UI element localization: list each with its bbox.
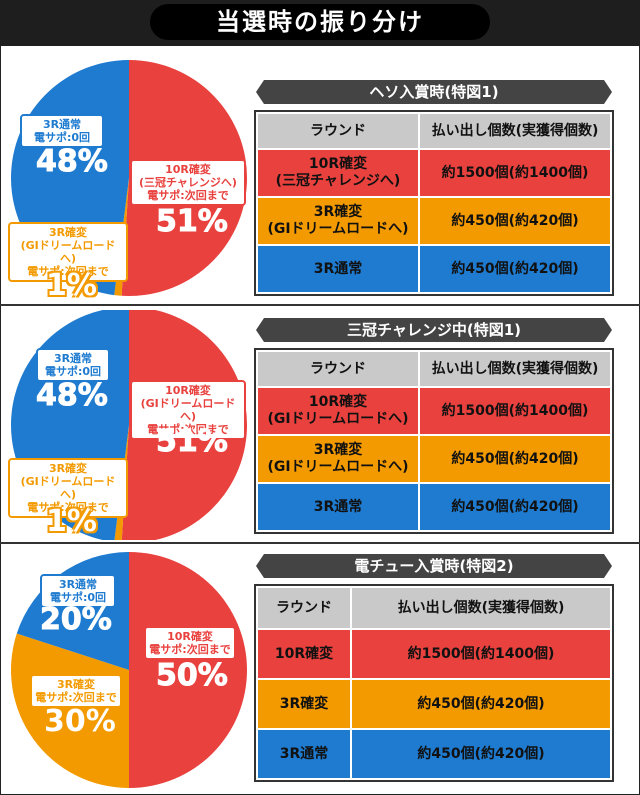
table-cell-payout: 約450個(約420個) [418,196,612,246]
payout-table: ラウンド 払い出し個数(実獲得個数) 10R確変 (三冠チャレンジへ) 約1500… [254,110,614,296]
pie-pct-red: 51% [156,204,229,240]
pie-label-line: 3R確変 [48,462,88,475]
pie-label-blue: 3R通常 電サポ:0回 [40,574,116,608]
table-cell-round: 3R確変 (GIドリームロードへ) [256,434,420,484]
pie-label-blue: 3R通常 電サポ:0回 [36,348,110,382]
pie-label-red: 10R確変 電サポ:次回まで [144,626,236,660]
table-cell-payout: 約1500個(約1400個) [418,148,612,198]
payout-table: ラウンド 払い出し個数(実獲得個数) 10R確変 (GIドリームロードへ) 約15… [254,348,614,534]
section-denchu: 3R通常 電サポ:0回 20% 10R確変 電サポ:次回まで 50% 3R確変 … [0,544,640,794]
table-cell-round: 3R確変 [256,678,352,730]
table-header: ラウンド [256,586,352,630]
pie-pct-orange: 1% [46,504,97,539]
round-line: 3R確変 [313,442,363,458]
pie-label-red: 10R確変 (三冠チャレンジへ) 電サポ:次回まで [130,159,246,206]
pie-pct-blue: 20% [40,602,113,638]
section-banner: 三冠チャレンジ中(特図1) [256,318,612,342]
table-row: 10R確変 (GIドリームロードへ) 約1500個(約1400個) [256,386,612,436]
pie-label-line: 電サポ:次回まで [147,189,229,202]
pie-slice-orange [10,633,130,788]
table-row: 3R通常 約450個(約420個) [256,728,612,780]
section-banner: 電チュー入賞時(特図2) [256,554,612,578]
table-cell-round: 10R確変 [256,628,352,680]
pie-chart [10,552,247,788]
section-banner: ヘソ入賞時(特図1) [256,80,612,104]
pie-label-line: 電サポ:0回 [49,591,107,604]
pie-label-line: 3R通常 [42,118,82,131]
pie-pct-blue: 48% [36,144,109,180]
table-cell-round: 10R確変 (三冠チャレンジへ) [256,148,420,198]
pie-label-line: 3R通常 [58,578,98,591]
table-cell-round: 3R通常 [256,482,420,532]
table-cell-round: 3R通常 [256,244,420,294]
table-cell-payout: 約450個(約420個) [418,244,612,294]
pie-slice-red [129,552,247,788]
pie-label-line: 電サポ:0回 [33,131,91,144]
payout-table: ラウンド 払い出し個数(実獲得個数) 10R確変 約1500個(約1400個) … [254,584,614,782]
round-line: (GIドリームロードへ) [267,459,409,475]
pie-pct-red: 51% [156,424,229,460]
pie-label-line: 3R通常 [53,352,93,365]
pie-label-orange: 3R確変 (GIドリームロードへ) 電サポ:次回まで [8,458,128,518]
pie-label-line: 電サポ:0回 [44,365,102,378]
table-row: 3R確変 (GIドリームロードへ) 約450個(約420個) [256,196,612,246]
divider [0,304,640,306]
round-line: (GIドリームロードへ) [267,221,409,237]
pie-label-line: 電サポ:次回まで [27,501,109,514]
pie-label-line: 3R確変 [48,226,88,239]
pie-label-line: 3R確変 [56,678,96,691]
pie-label-red: 10R確変 (GIドリームロードへ) 電サポ:次回まで [130,380,246,440]
pie-label-line: 電サポ:次回まで [147,423,229,436]
pie-pct-orange: 1% [46,268,97,303]
table-header: 払い出し個数(実獲得個数) [350,586,612,630]
table-cell-round: 10R確変 (GIドリームロードへ) [256,386,420,436]
table-cell-round: 3R通常 [256,728,352,780]
table-header: ラウンド [256,112,420,150]
table-header: ラウンド [256,350,420,388]
pie-label-line: (三冠チャレンジへ) [139,176,237,189]
table-header: 払い出し個数(実獲得個数) [418,112,612,150]
table-row: 3R通常 約450個(約420個) [256,482,612,532]
table-cell-payout: 約450個(約420個) [418,434,612,484]
pie-label-line: (GIドリームロードへ) [20,239,116,265]
pie-label-orange: 3R確変 (GIドリームロードへ) 電サポ:次回まで [8,222,128,282]
pie-pct-red: 50% [156,658,229,694]
pie-label-line: 10R確変 [165,384,211,397]
table-cell-payout: 約1500個(約1400個) [418,386,612,436]
pie-pct-orange: 30% [44,704,116,739]
round-line: (三冠チャレンジへ) [275,173,401,189]
round-line: 10R確変 [308,156,368,172]
pie-label-line: (GIドリームロードへ) [20,475,116,501]
round-line: 3R確変 [313,204,363,220]
pie-label-line: (GIドリームロードへ) [140,397,236,423]
table-row: 3R確変 約450個(約420個) [256,678,612,730]
table-row: 3R確変 (GIドリームロードへ) 約450個(約420個) [256,434,612,484]
table-row: 3R通常 約450個(約420個) [256,244,612,294]
divider [0,542,640,544]
pie-label-line: 電サポ:次回まで [35,691,117,704]
round-line: 10R確変 [308,394,368,410]
round-line: (GIドリームロードへ) [267,411,409,427]
pie-label-line: 電サポ:次回まで [27,265,109,278]
pie-label-line: 10R確変 [165,163,211,176]
pie-label-orange: 3R確変 電サポ:次回まで [30,674,122,708]
table-cell-payout: 約450個(約420個) [350,728,612,780]
section-sankan: 3R通常 電サポ:0回 48% 10R確変 (GIドリームロードへ) 電サポ:次… [0,306,640,542]
pie-pct-blue: 48% [36,378,109,414]
pie-label-line: 電サポ:次回まで [149,643,231,656]
table-row: 10R確変 (三冠チャレンジへ) 約1500個(約1400個) [256,148,612,198]
table-row: 10R確変 約1500個(約1400個) [256,628,612,680]
table-header: 払い出し個数(実獲得個数) [418,350,612,388]
section-heso: 3R通常 電サポ:0回 48% 10R確変 (三冠チャレンジへ) 電サポ:次回ま… [0,46,640,304]
table-cell-payout: 約1500個(約1400個) [350,628,612,680]
pie-label-line: 10R確変 [167,630,213,643]
table-cell-payout: 約450個(約420個) [418,482,612,532]
table-cell-round: 3R確変 (GIドリームロードへ) [256,196,420,246]
table-cell-payout: 約450個(約420個) [350,678,612,730]
header-bar: 当選時の振り分け [0,0,640,46]
page-title: 当選時の振り分け [150,4,490,40]
pie-label-blue: 3R通常 電サポ:0回 [20,114,104,148]
